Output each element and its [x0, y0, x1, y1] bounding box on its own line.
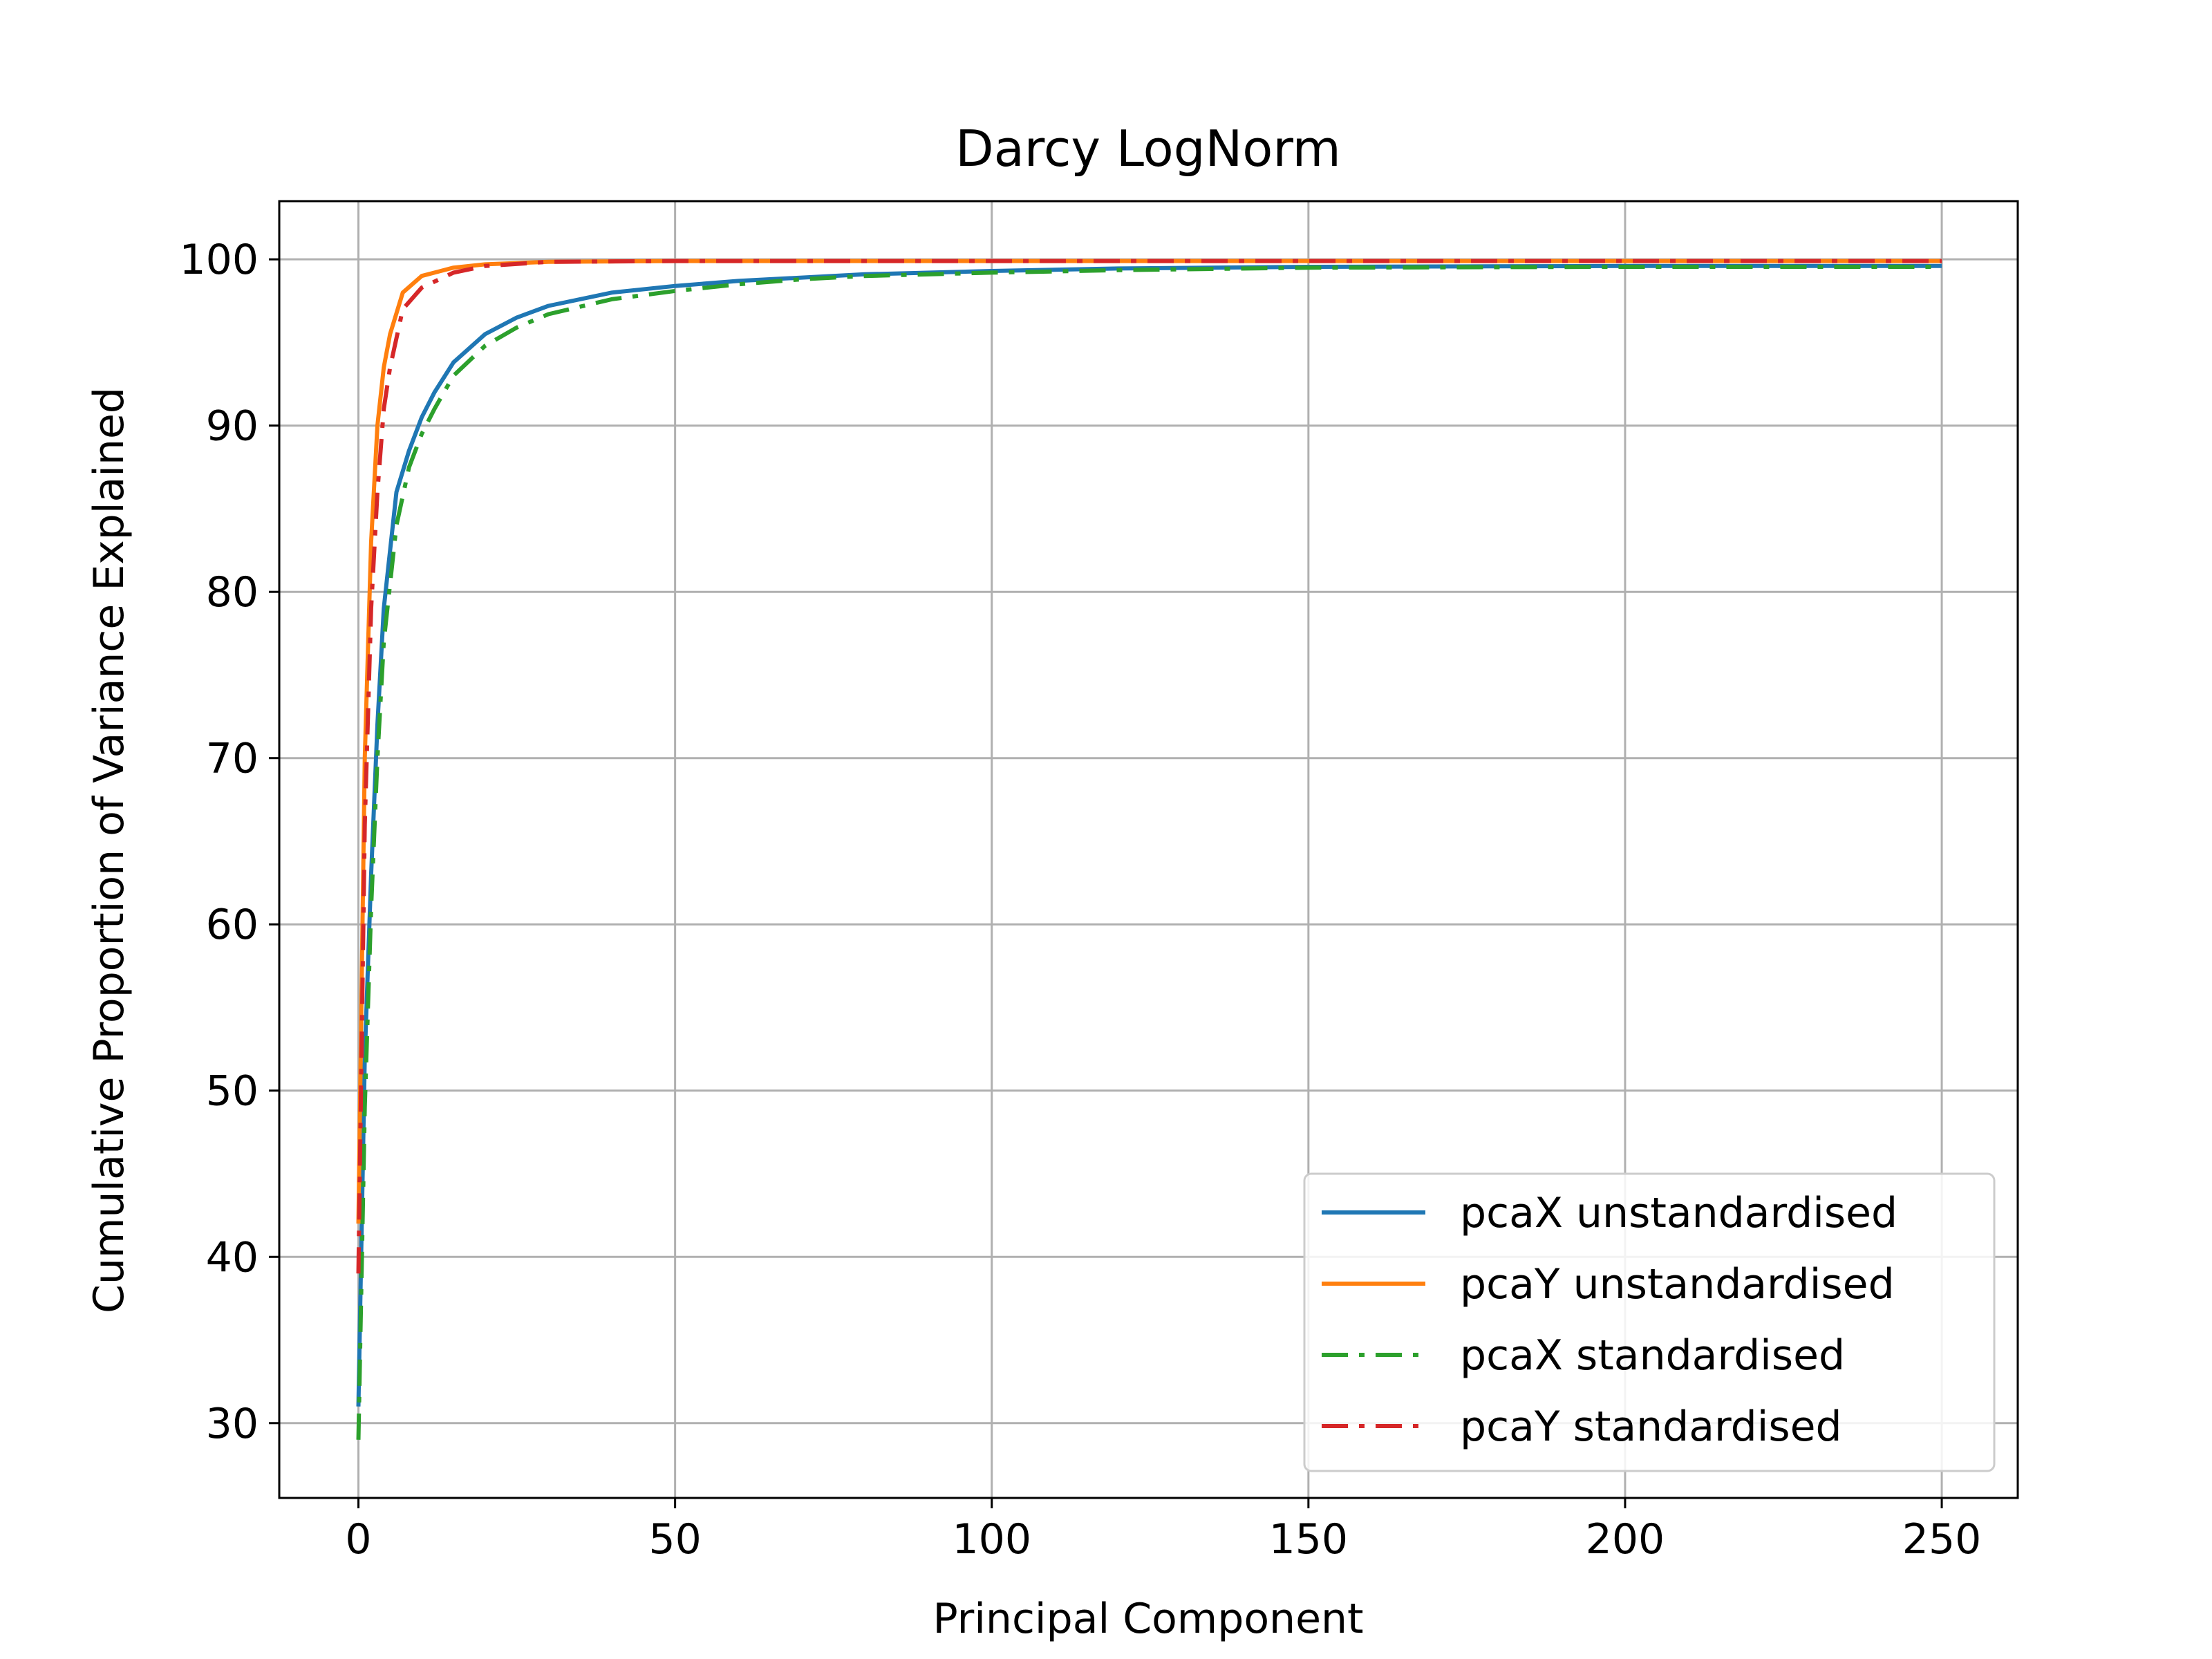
x-tick-label: 200: [1586, 1515, 1665, 1564]
y-axis-label: Cumulative Proportion of Variance Explai…: [85, 387, 133, 1313]
y-tick-label: 80: [206, 568, 259, 617]
legend-label: pcaY standardised: [1460, 1403, 1842, 1451]
y-tick-label: 50: [206, 1067, 259, 1116]
legend: pcaX unstandardised pcaY unstandardised pc…: [1303, 1172, 1996, 1472]
legend-box: [1303, 1172, 1996, 1472]
x-tick-label: 50: [648, 1515, 701, 1564]
legend-label: pcaX unstandardised: [1460, 1189, 1897, 1237]
y-tick-label: 60: [206, 901, 259, 949]
x-tick-label: 250: [1902, 1515, 1982, 1564]
legend-label: pcaX standardised: [1460, 1331, 1845, 1380]
x-axis-label: Principal Component: [932, 1595, 1363, 1643]
x-tick-label: 100: [952, 1515, 1031, 1564]
series-line: [356, 259, 1942, 1274]
x-tick-label: 150: [1269, 1515, 1349, 1564]
series-line: [356, 265, 1942, 1440]
y-tick-label: 100: [179, 236, 259, 284]
plot-frame: [278, 200, 2019, 1499]
y-tick-label: 40: [206, 1233, 259, 1282]
x-tick-label: 0: [345, 1515, 371, 1564]
y-tick-label: 70: [206, 735, 259, 783]
tick-layer: 0 50 100 150 200 250 30 40 50 60 70 80 90 100: [179, 236, 1981, 1564]
y-tick-label: 90: [206, 402, 259, 451]
y-tick-label: 30: [206, 1400, 259, 1448]
series-layer: [356, 259, 1942, 1440]
chart-title: Darcy LogNorm: [955, 120, 1341, 178]
legend-label: pcaY unstandardised: [1460, 1260, 1895, 1309]
